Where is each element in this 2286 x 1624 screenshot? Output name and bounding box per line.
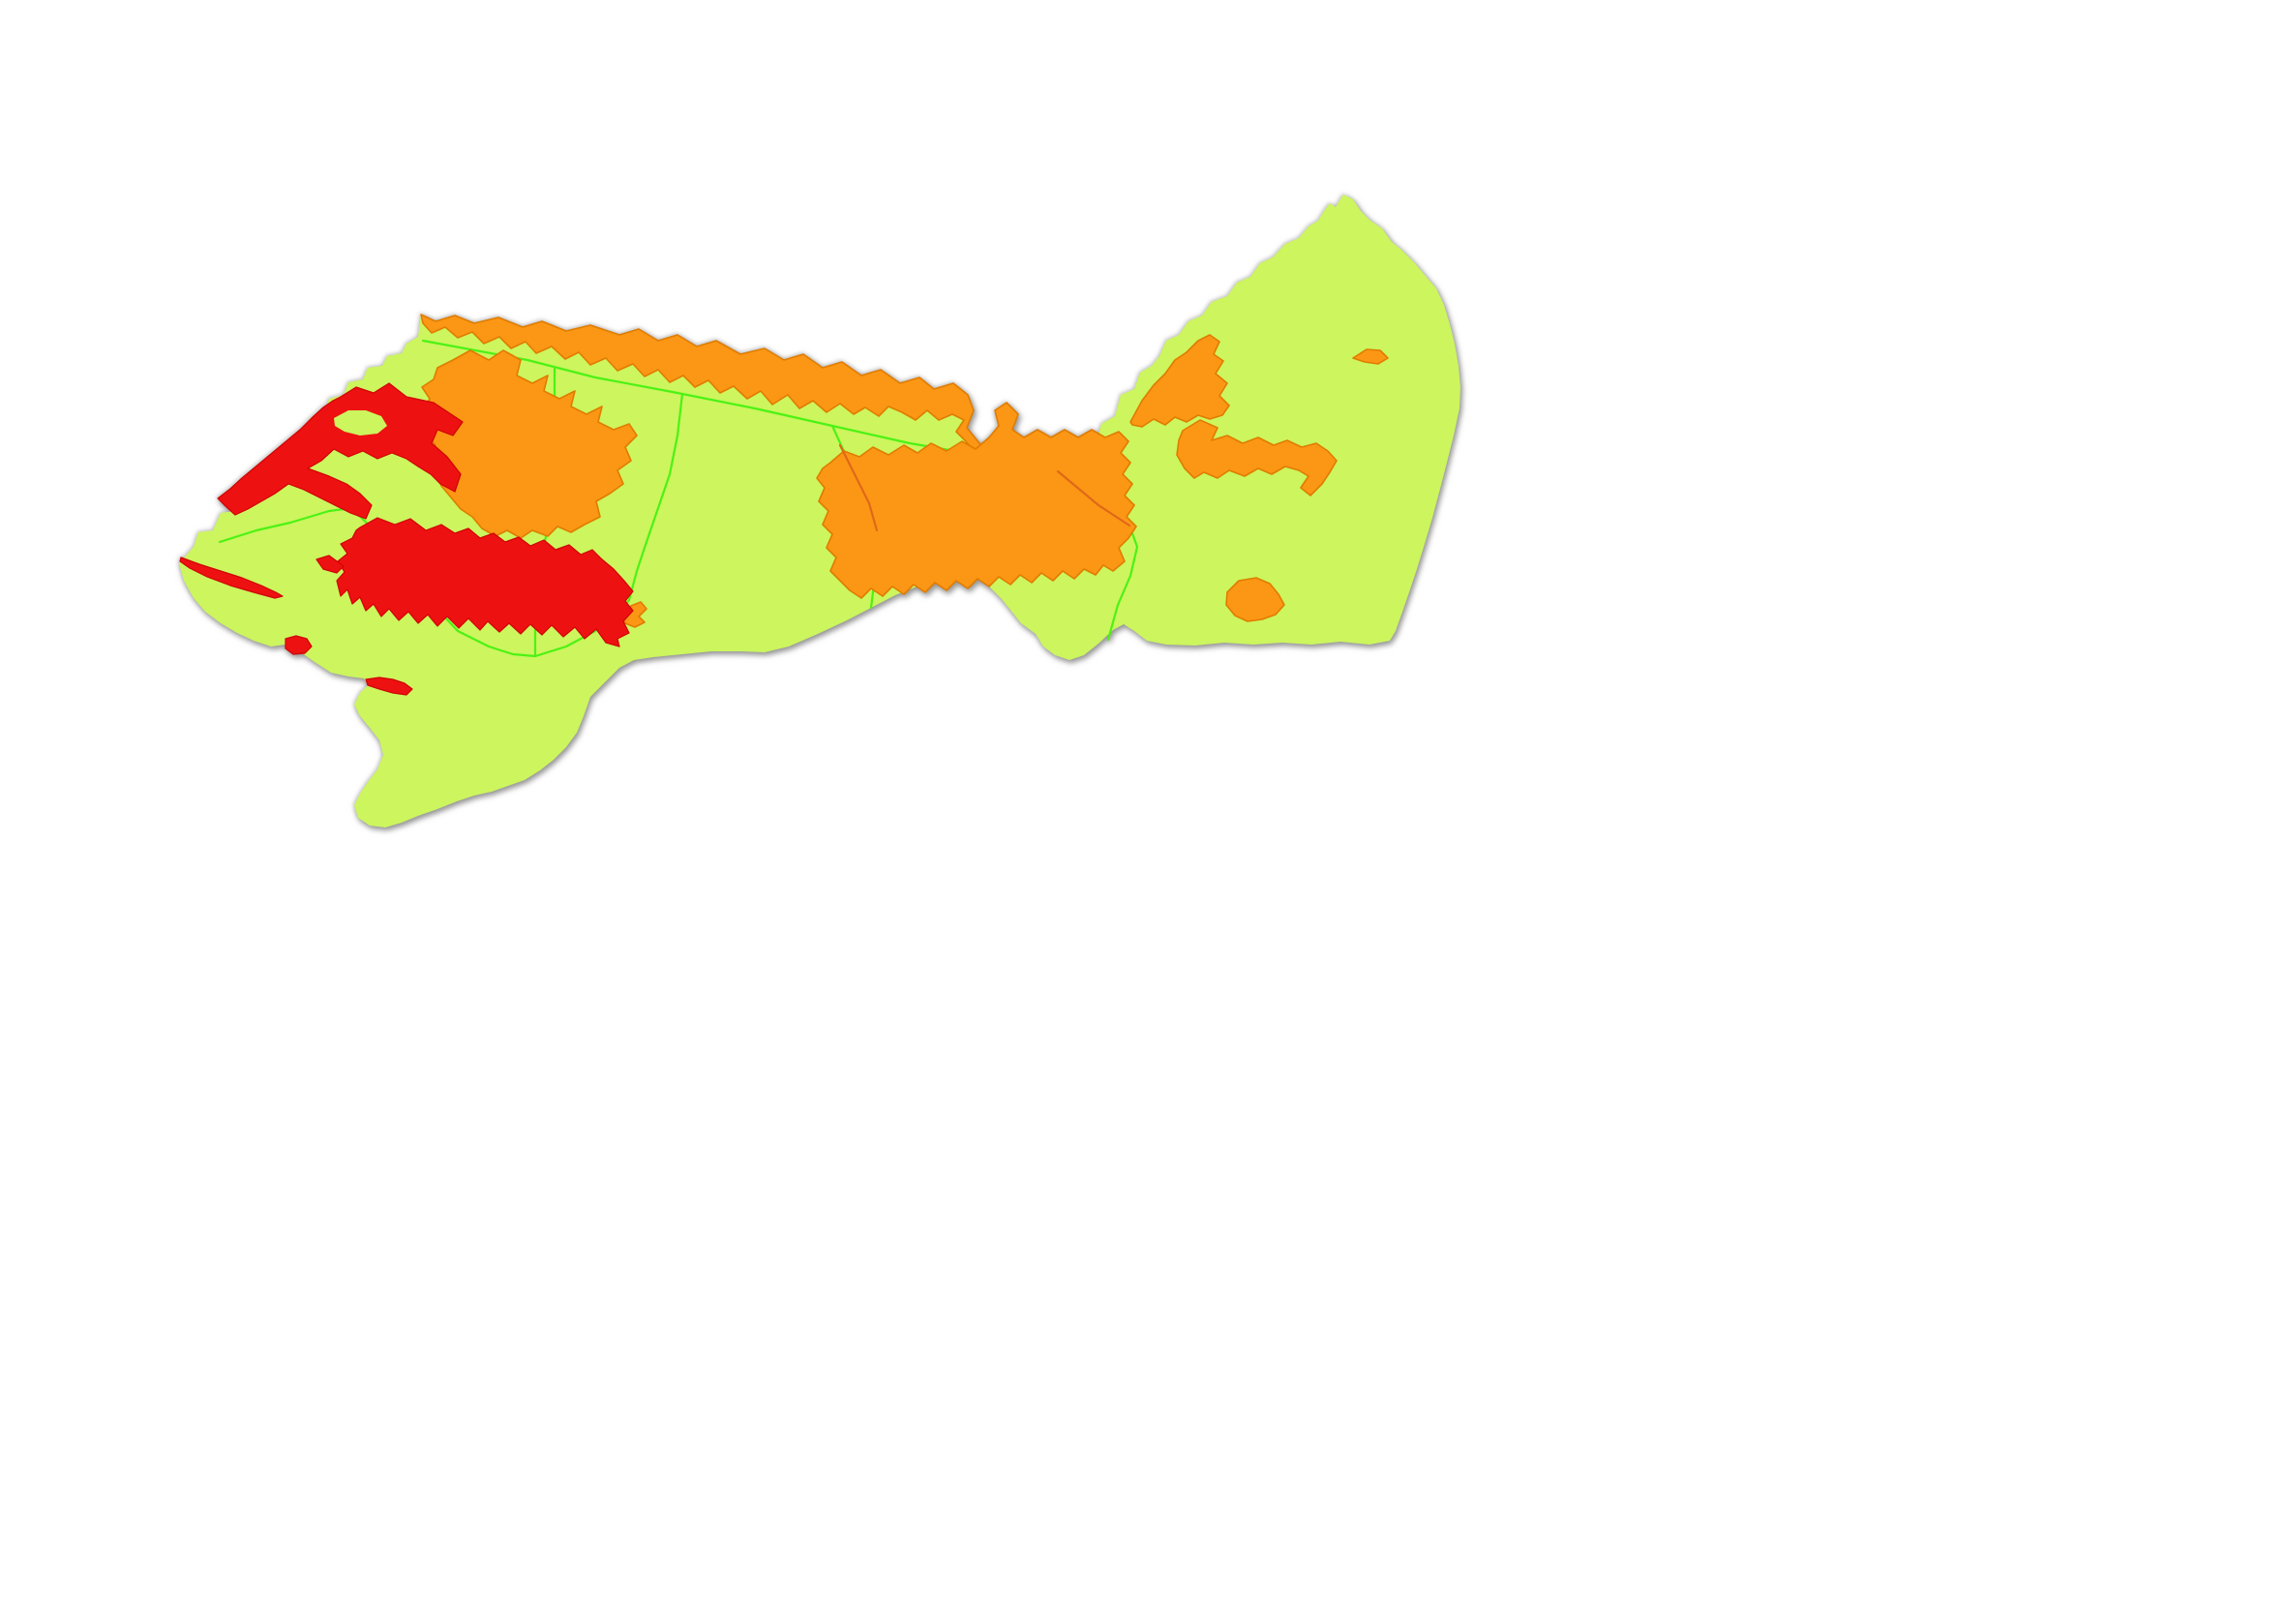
- red-zone-central-band: [336, 517, 634, 647]
- red-zone-small-dot: [285, 635, 313, 655]
- orange-zone-south-blob: [1225, 577, 1285, 622]
- red-zone-northwest-band: [217, 382, 464, 520]
- red-zone-tail-crescent: [365, 677, 413, 696]
- green-enclave: [334, 410, 387, 436]
- orange-zone-west-blob: [421, 349, 638, 539]
- boundary-overlay-segment: [1056, 469, 1131, 527]
- orange-zone-central-cluster: [816, 402, 1137, 599]
- base-land-region: [179, 195, 1460, 827]
- orange-zone-east-sliver: [1352, 348, 1389, 365]
- orange-zone-east-chain: [1176, 419, 1338, 496]
- land-group: [179, 195, 1460, 827]
- orange-zone-east-coast-strip: [1129, 334, 1230, 428]
- red-zone-west-streak: [179, 556, 284, 599]
- red-zone-small-sliver: [316, 555, 345, 574]
- orange-zone-north-band: [420, 314, 1013, 472]
- boundary-overlay-segment: [838, 443, 879, 532]
- district-boundary-line: [627, 392, 684, 602]
- orange-zone-small-dash: [620, 601, 647, 628]
